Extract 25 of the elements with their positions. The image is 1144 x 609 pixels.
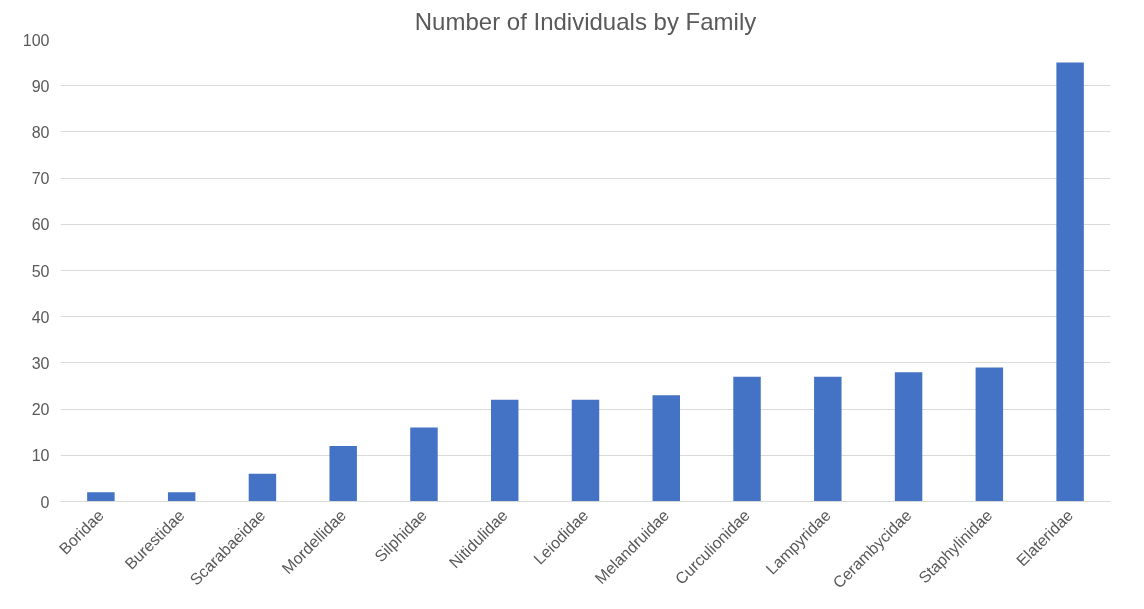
bar xyxy=(1056,62,1084,502)
bar xyxy=(571,399,600,502)
y-tick-label: 20 xyxy=(31,401,50,419)
y-tick-label: 30 xyxy=(31,354,50,372)
y-tick-label: 100 xyxy=(22,31,50,49)
y-tick-label: 0 xyxy=(40,493,50,511)
bar xyxy=(894,372,923,502)
y-tick-label: 90 xyxy=(31,77,50,95)
bar xyxy=(329,446,357,502)
bar xyxy=(491,399,519,502)
y-tick-label: 40 xyxy=(31,308,50,326)
bar xyxy=(87,492,115,502)
bar xyxy=(814,376,842,502)
y-tick-label: 10 xyxy=(31,447,50,465)
chart-title: Number of Individuals by Family xyxy=(414,7,757,35)
y-tick-label: 50 xyxy=(31,262,50,280)
bar xyxy=(167,492,196,502)
y-tick-label: 60 xyxy=(31,216,50,234)
bar xyxy=(248,473,277,502)
y-tick-label: 80 xyxy=(31,123,50,141)
bar xyxy=(733,376,761,502)
bar xyxy=(410,427,438,502)
bar xyxy=(652,395,680,502)
bar xyxy=(975,367,1004,502)
y-tick-label: 70 xyxy=(31,170,50,188)
